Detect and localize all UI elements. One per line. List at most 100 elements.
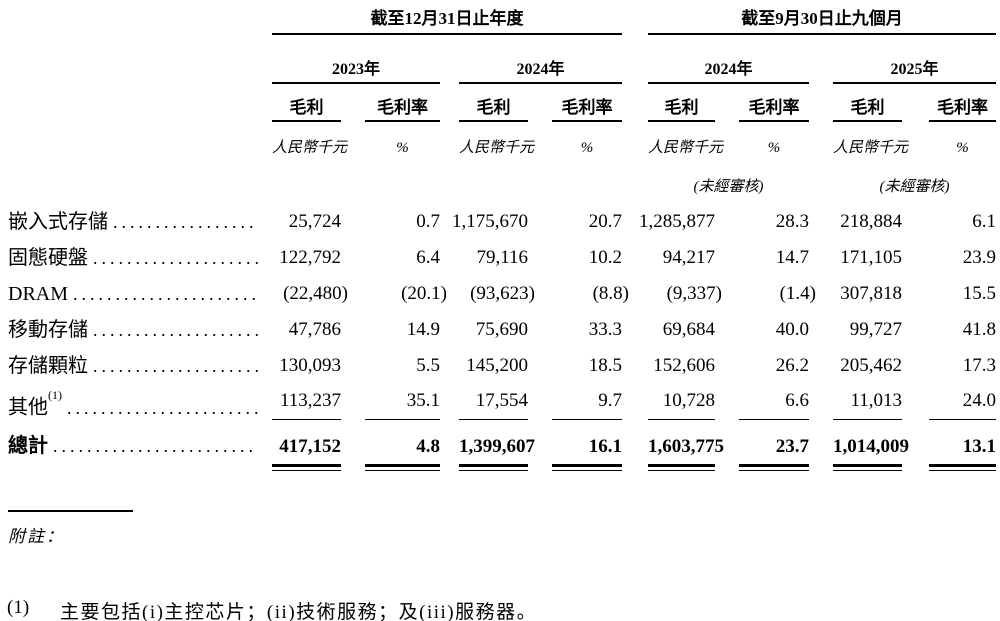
value-cell: 47,786 (288, 319, 341, 340)
period-group-header: 截至9月30日止九個月 (648, 4, 996, 35)
value-cell: 14.9 (406, 319, 440, 340)
value-cell: 75,690 (475, 319, 528, 340)
unit-cell: % (902, 122, 996, 160)
value-cell: 1,175,670 (452, 211, 528, 232)
value-cell: (9,337) (666, 283, 722, 304)
dotted-leader (62, 390, 258, 420)
row-label: 存儲顆粒 (8, 348, 258, 384)
value-cell: 11,013 (809, 384, 902, 420)
total-value-cell: 16.1 (528, 420, 622, 472)
total-value-cell: 4.8 (341, 420, 440, 472)
col-header-cell: 毛利率 (528, 84, 622, 122)
dotted-leader (48, 426, 258, 466)
value-cell: (93,623) (470, 283, 535, 304)
total-value-cell: 13.1 (902, 420, 996, 472)
unit-cell: % (528, 122, 622, 160)
col-header-cell: 毛利 (809, 84, 902, 122)
year-header: 2025年 (833, 55, 996, 84)
footnote-divider (8, 510, 133, 512)
col-header-margin: 毛利率 (365, 93, 440, 122)
value-cell: 152,606 (653, 355, 715, 376)
unit-cell: 人民幣千元 (440, 122, 535, 160)
unaudited-cell: (未經審核) (622, 160, 809, 204)
value-cell: 17,554 (440, 384, 528, 420)
row-label: DRAM (8, 276, 258, 312)
unit-currency-label: 人民幣千元 (833, 140, 909, 156)
value-cell: 6.4 (416, 247, 440, 268)
year-header: 2024年 (459, 55, 622, 84)
unit-percent-label: % (396, 140, 409, 156)
value-cell: 130,093 (279, 355, 341, 376)
value-cell: 18.5 (588, 355, 622, 376)
value-cell: 35.1 (341, 384, 440, 420)
col-header-cell: 毛利 (440, 84, 528, 122)
year-header: 2024年 (648, 55, 809, 84)
col-header-profit: 毛利 (833, 93, 902, 122)
period-group-cell: 截至12月31日止年度 (258, 0, 622, 35)
row-label: 嵌入式存儲 (8, 204, 258, 240)
value-cell: 40.0 (775, 319, 809, 340)
value-cell: (20.1) (401, 283, 447, 304)
unit-cell: 人民幣千元 (622, 122, 724, 160)
value-cell: 1,285,877 (639, 211, 715, 232)
col-header-cell: 毛利 (258, 84, 341, 122)
unit-percent-label: % (767, 140, 781, 156)
year-cell: 2025年 (809, 35, 996, 84)
unit-percent-label: % (956, 140, 969, 156)
value-cell: 145,200 (466, 355, 528, 376)
value-cell: 94,217 (662, 247, 715, 268)
row-label: 其他(1) (8, 384, 258, 420)
year-cell: 2024年 (440, 35, 622, 84)
value-cell: 6.1 (972, 211, 996, 232)
value-cell: 23.9 (962, 247, 996, 268)
spacer (8, 160, 258, 204)
value-cell: (1.4) (779, 283, 816, 304)
value-cell: (22,480) (283, 283, 348, 304)
footnotes-label: 附註： (8, 527, 65, 546)
unaudited-label: (未經審核) (693, 179, 764, 195)
value-cell: 205,462 (840, 355, 902, 376)
dotted-leader (88, 240, 258, 276)
spacer (258, 160, 622, 204)
col-header-profit: 毛利 (648, 93, 715, 122)
footnote-item: (1) 主要包括(i)主控芯片；(ii)技術服務；及(iii)服務器。 (7, 597, 1000, 621)
unit-cell: % (341, 122, 440, 160)
year-cell: 2024年 (622, 35, 809, 84)
footnote-ref: (1) (48, 388, 62, 402)
period-group-header: 截至12月31日止年度 (272, 4, 622, 35)
total-value-cell: 1,603,775 (622, 420, 724, 472)
col-header-cell: 毛利率 (341, 84, 440, 122)
spacer (8, 84, 258, 122)
value-cell: 14.7 (775, 247, 809, 268)
value-cell: 25,724 (288, 211, 341, 232)
total-value-cell: 1,399,607 (440, 420, 535, 472)
value-cell: 33.3 (588, 319, 622, 340)
value-cell: 218,884 (840, 211, 902, 232)
unit-cell: 人民幣千元 (809, 122, 909, 160)
col-header-cell: 毛利 (622, 84, 715, 122)
value-cell: 5.5 (416, 355, 440, 376)
value-cell: 113,237 (258, 384, 341, 420)
col-header-margin: 毛利率 (552, 93, 622, 122)
row-label: 移動存儲 (8, 312, 258, 348)
dotted-leader (88, 348, 258, 384)
total-value-cell: 417,152 (258, 420, 341, 472)
corner-spacer (8, 0, 258, 35)
value-cell: 9.7 (528, 384, 622, 420)
year-header: 2023年 (272, 55, 440, 84)
value-cell: 0.7 (416, 211, 440, 232)
unit-currency-label: 人民幣千元 (648, 140, 724, 156)
year-cell: 2023年 (258, 35, 440, 84)
gross-profit-table: 截至12月31日止年度 截至9月30日止九個月 2023年 2024年 2024… (8, 0, 996, 472)
value-cell: (8.8) (592, 283, 629, 304)
col-header-cell: 毛利率 (715, 84, 809, 122)
total-value-cell: 23.7 (715, 420, 809, 472)
value-cell: 171,105 (840, 247, 902, 268)
unit-currency-label: 人民幣千元 (272, 140, 348, 156)
unit-currency-label: 人民幣千元 (459, 140, 535, 156)
value-cell: 20.7 (588, 211, 622, 232)
footnote-marker: (1) (7, 597, 30, 618)
value-cell: 28.3 (775, 211, 809, 232)
spacer (8, 122, 258, 160)
value-cell: 17.3 (962, 355, 996, 376)
